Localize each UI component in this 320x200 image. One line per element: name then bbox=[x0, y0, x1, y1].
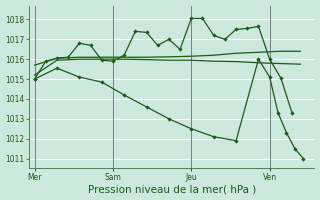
X-axis label: Pression niveau de la mer( hPa ): Pression niveau de la mer( hPa ) bbox=[88, 184, 256, 194]
